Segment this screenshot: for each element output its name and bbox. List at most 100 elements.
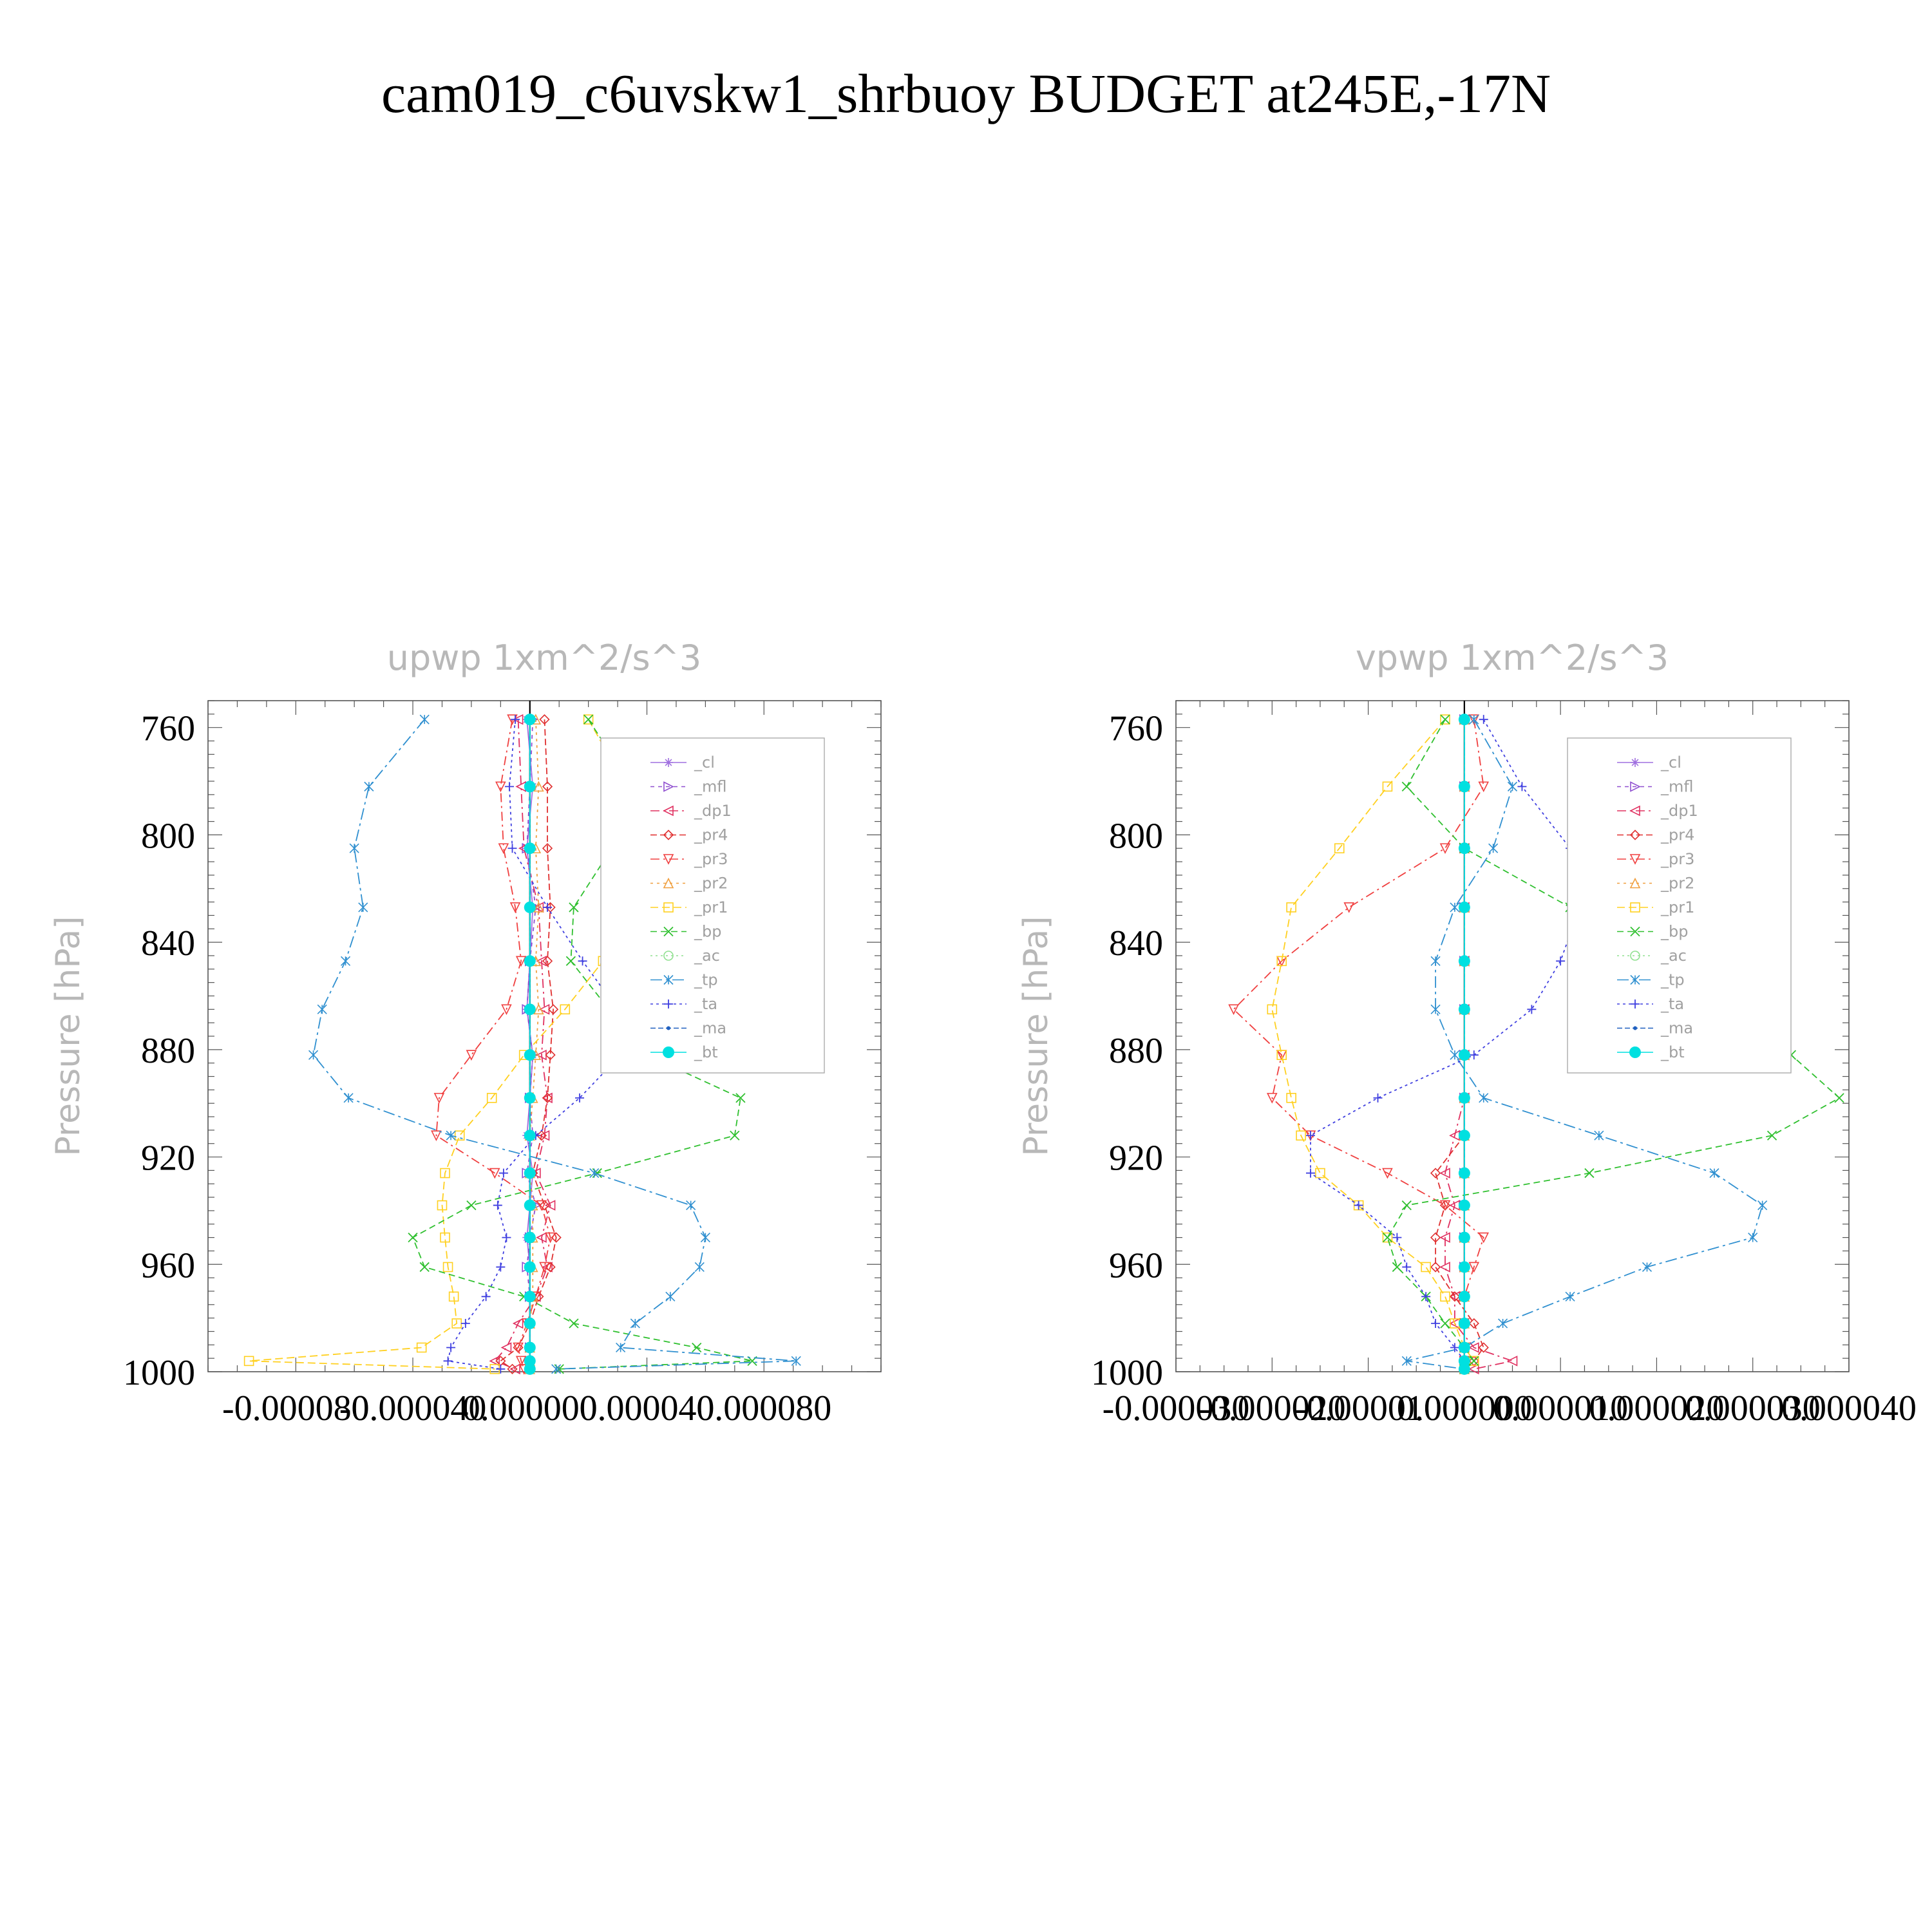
data-point_pr4 [1478,1342,1489,1353]
legend-box [600,737,825,1074]
legend-label_bp: _bp [1660,923,1688,941]
data-point_ta [496,1364,506,1374]
data-point_pr4 [1430,1262,1441,1273]
data-point_bp [692,1342,702,1353]
data-point_tp [340,956,351,966]
legend-marker_cl [1631,758,1640,767]
series_tp [1401,714,1768,1374]
data-point_pr3 [1478,1232,1490,1244]
legend-marker_ac [1630,951,1640,961]
series-line_bp [412,719,753,1370]
data-point_bt [524,1363,536,1375]
series-line_dp1 [493,719,551,1370]
data-point_bt [1458,1317,1470,1329]
data-point_bt [1458,955,1470,967]
legend-label_mfl: _mfl [694,778,727,796]
data-point_tp [317,1004,327,1014]
data-point_tp [1430,1004,1441,1014]
series_pr1 [243,714,643,1374]
data-point_tp [791,1356,801,1366]
data-point_bt [524,1092,536,1104]
x-tick-label: -0.000010 [1294,1388,1442,1428]
data-point_bp [1584,1168,1595,1179]
data-point_ta [1402,1262,1412,1272]
legend-marker_dp1 [1629,805,1640,817]
legend-label_ta: _ta [694,995,717,1013]
x-tick-label: 0.000000 [462,1388,598,1428]
data-point_tp [700,1233,710,1243]
legend-marker_ta [664,999,673,1009]
data-point_pr1 [1421,1262,1431,1273]
data-point_pr1 [1286,1093,1296,1103]
data-point_bt [1458,1355,1470,1367]
data-point_pr3 [515,1356,527,1367]
data-point_bp [1834,1093,1844,1103]
data-point_pr4 [1430,1168,1441,1179]
data-point_pr3 [466,1050,477,1061]
data-point_pr4 [542,956,553,967]
data-point_bt [1458,1167,1470,1179]
data-point_pr3 [1439,843,1451,855]
series_dp1 [489,714,556,1375]
series_pr1 [1267,714,1479,1374]
legend-marker_mfl [1630,781,1641,792]
x-tick-label: 0.000040 [1781,1388,1917,1428]
legend-label_cl: _cl [694,753,715,772]
legend-marker_ma [667,1026,670,1030]
legend-label_pr4: _pr4 [694,826,728,844]
data-point_ta [1469,1050,1479,1060]
data-point_pr3 [536,1200,547,1211]
legend-marker_ta [1631,999,1640,1009]
data-point_bt [1458,1049,1470,1061]
data-point_bp [569,1318,579,1329]
legend-marker_tp [663,974,674,985]
data-point_tp [1469,714,1479,724]
legend-label_pr4: _pr4 [1660,826,1694,844]
data-point_pr4 [536,1130,547,1141]
data-point_bp [735,1093,746,1103]
data-point_bt [1458,1130,1470,1142]
data-point_ta [446,1343,456,1352]
data-point_bt [524,842,536,855]
data-point_ta [460,1318,470,1328]
data-point_bt [1458,781,1470,793]
data-point_ta [502,1233,511,1242]
data-point_pr4 [539,714,550,725]
data-point_ta [575,1093,585,1103]
data-point_bp [565,956,576,966]
data-point_bt [1458,1199,1470,1211]
figure-title: cam019_c6uvskw1_shrbuoy BUDGET at245E,-1… [381,62,1551,124]
data-point_tp [419,714,430,724]
data-point_pr3 [1478,781,1490,793]
data-point_pr4 [1449,1291,1461,1302]
data-point_bp [1401,1200,1412,1211]
data-point_bt [524,1317,536,1329]
legend-label_dp1: _dp1 [1660,802,1698,820]
y-axis-label: Pressure [hPa] [49,916,88,1157]
legend-label_pr2: _pr2 [694,875,728,893]
data-point_tp [1642,1262,1653,1273]
data-point_pr1 [1440,1291,1450,1302]
legend-marker_pr4 [663,829,674,840]
y-tick-label: 920 [141,1139,195,1179]
data-point_bp [1401,781,1412,792]
data-point_bt [524,1355,536,1367]
data-point_pr1 [560,1004,571,1015]
data-point_tp [1401,1356,1412,1366]
data-point_pr3 [489,1168,500,1179]
legend-label_ac: _ac [1660,947,1687,965]
legend-marker_bt [663,1046,674,1058]
data-point_pr3 [539,1262,550,1273]
legend-label_bp: _bp [694,923,721,941]
data-point_pr4 [542,843,553,854]
data-point_pr4 [542,1092,553,1103]
legend-marker_bp [1630,926,1640,937]
data-point_pr3 [498,843,509,855]
x-tick-label: 0.000080 [696,1388,831,1428]
y-tick-label: 840 [141,923,195,963]
data-point_bt [1458,714,1470,726]
data-point_pr4 [547,1004,559,1015]
data-point_bt [1458,1003,1470,1016]
legend-marker_pr1 [1630,902,1640,913]
